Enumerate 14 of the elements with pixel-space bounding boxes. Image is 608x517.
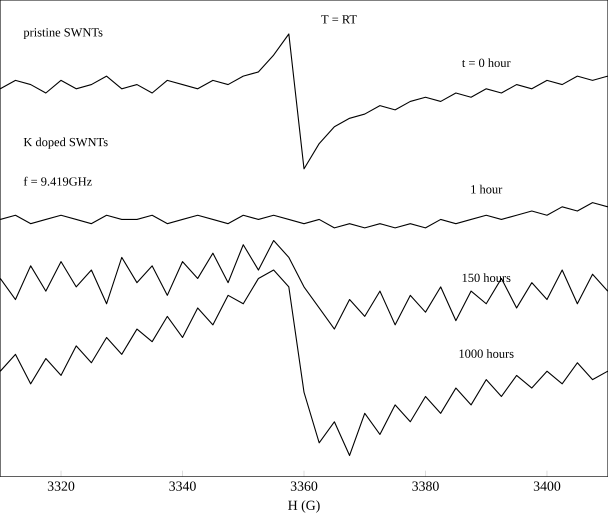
annotation: pristine SWNTs [24,28,102,39]
x-tick-label: 3320 [48,481,74,491]
series-label: 1000 hours [460,348,514,358]
x-tick-label: 3400 [534,481,560,491]
x-tick-label: 3340 [169,481,196,491]
annotation: f = 9.419GHz [24,176,92,186]
series-label: 150 hours [462,273,510,282]
series-label: 1 hour [471,184,502,194]
x-tick-label: 3380 [412,481,439,491]
series-label: t = 0 hour [462,58,511,67]
text: T = RT [321,15,357,24]
x-axis-title: H (G) [288,500,320,513]
annotation: K doped SWNTs [24,137,108,149]
x-tick-label: 3360 [290,481,318,491]
